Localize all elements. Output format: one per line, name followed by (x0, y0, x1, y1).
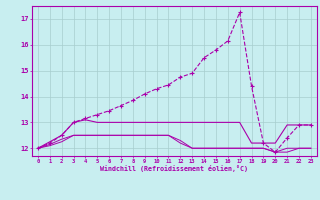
X-axis label: Windchill (Refroidissement éolien,°C): Windchill (Refroidissement éolien,°C) (100, 165, 248, 172)
